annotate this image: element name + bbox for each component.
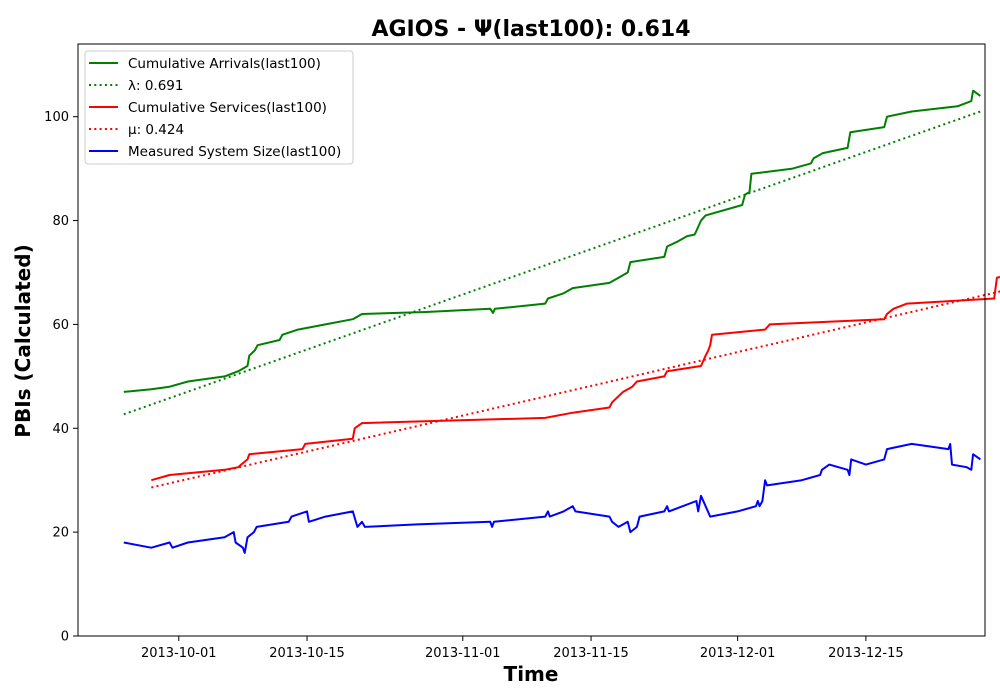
x-tick-label-1: 2013-10-15 — [269, 646, 345, 661]
x-axis-label: Time — [504, 662, 559, 686]
y-tick-label-2: 40 — [52, 422, 69, 437]
legend-label-3: μ: 0.424 — [128, 122, 184, 138]
x-tick-label-0: 2013-10-01 — [141, 646, 217, 661]
x-tick-label-2: 2013-11-01 — [425, 646, 501, 661]
y-tick-label-4: 80 — [52, 214, 69, 229]
legend-label-1: λ: 0.691 — [128, 78, 183, 94]
legend-label-4: Measured System Size(last100) — [128, 144, 341, 160]
y-tick-label-5: 100 — [44, 110, 69, 125]
chart-title: AGIOS - Ψ(last100): 0.614 — [371, 17, 690, 42]
y-tick-label-0: 0 — [61, 630, 69, 645]
y-tick-label-3: 60 — [52, 318, 69, 333]
y-tick-label-1: 20 — [52, 526, 69, 541]
x-tick-label-3: 2013-11-15 — [553, 646, 629, 661]
x-tick-label-5: 2013-12-15 — [828, 646, 904, 661]
legend: Cumulative Arrivals(last100) λ: 0.691 Cumu… — [85, 51, 353, 164]
legend-label-0: Cumulative Arrivals(last100) — [128, 56, 321, 72]
x-tick-label-4: 2013-12-01 — [700, 646, 776, 661]
y-axis-label: PBIs (Calculated) — [11, 244, 35, 437]
legend-label-2: Cumulative Services(last100) — [128, 100, 327, 116]
